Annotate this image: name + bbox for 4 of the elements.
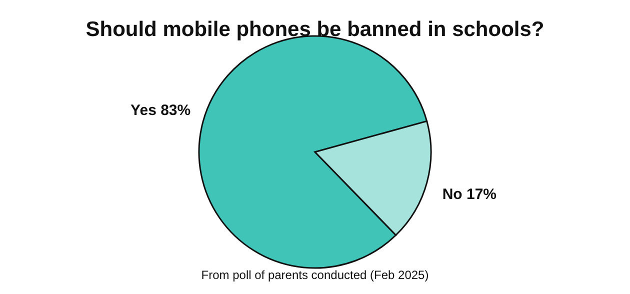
slice-label: Yes 83% [130,102,191,120]
slice-label: No 17% [442,186,497,203]
chart-title: Should mobile phones be banned in schools? [86,18,544,41]
text: From poll of parents conducted (Feb 2025) [201,268,429,282]
